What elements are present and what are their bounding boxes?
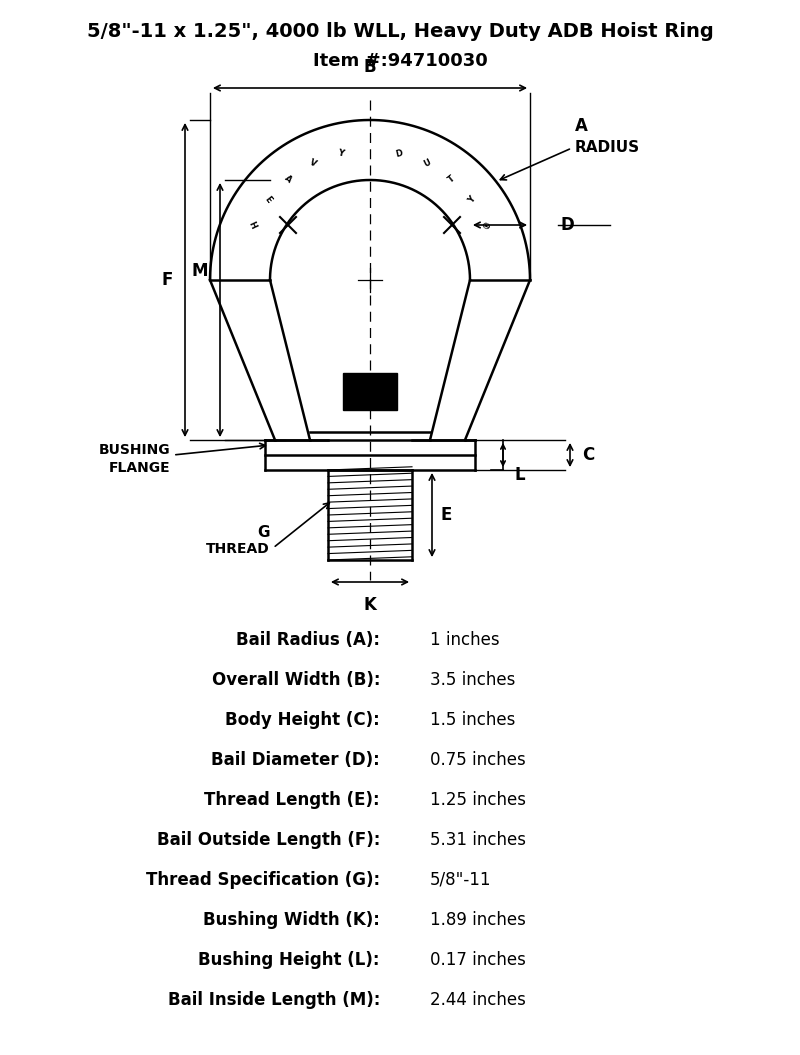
Text: Bushing Width (K):: Bushing Width (K):: [203, 912, 380, 929]
Text: Bail Outside Length (F):: Bail Outside Length (F):: [157, 831, 380, 849]
Text: Bail Radius (A):: Bail Radius (A):: [236, 631, 380, 649]
Text: 1 inches: 1 inches: [430, 631, 500, 649]
Text: Thread Length (E):: Thread Length (E):: [204, 791, 380, 809]
Text: A: A: [575, 117, 588, 135]
Text: D: D: [560, 216, 574, 234]
Text: Item #:94710030: Item #:94710030: [313, 52, 487, 70]
Text: K: K: [363, 596, 377, 614]
Text: FLANGE: FLANGE: [108, 461, 170, 475]
Text: 1.5 inches: 1.5 inches: [430, 711, 515, 729]
Text: Y: Y: [337, 149, 345, 158]
Text: E: E: [262, 195, 273, 205]
Text: RADIUS: RADIUS: [575, 140, 640, 155]
Text: G: G: [258, 525, 270, 540]
Text: Overall Width (B):: Overall Width (B):: [211, 671, 380, 689]
Text: Body Height (C):: Body Height (C):: [226, 711, 380, 729]
Text: H: H: [246, 220, 258, 230]
Text: 1.89 inches: 1.89 inches: [430, 912, 526, 929]
Text: 5/8"-11 x 1.25", 4000 lb WLL, Heavy Duty ADB Hoist Ring: 5/8"-11 x 1.25", 4000 lb WLL, Heavy Duty…: [86, 22, 714, 41]
Text: BUSHING: BUSHING: [98, 443, 170, 457]
Text: D: D: [395, 148, 404, 158]
Text: Bail Inside Length (M):: Bail Inside Length (M):: [168, 991, 380, 1009]
Text: 0.17 inches: 0.17 inches: [430, 951, 526, 968]
Text: F: F: [162, 271, 173, 289]
Text: L: L: [515, 466, 526, 484]
Text: Bail Diameter (D):: Bail Diameter (D):: [211, 751, 380, 769]
Text: T: T: [446, 174, 457, 185]
Text: 1.25 inches: 1.25 inches: [430, 791, 526, 809]
Bar: [343, 373, 397, 410]
Text: Y: Y: [467, 195, 478, 205]
Text: B: B: [364, 58, 376, 76]
Text: U: U: [422, 157, 432, 169]
Text: 5.31 inches: 5.31 inches: [430, 831, 526, 849]
Text: C: C: [582, 446, 594, 464]
Text: THREAD: THREAD: [206, 542, 270, 556]
Text: Thread Specification (G):: Thread Specification (G):: [146, 871, 380, 889]
Text: Bushing Height (L):: Bushing Height (L):: [198, 951, 380, 968]
Text: 5/8"-11: 5/8"-11: [430, 871, 491, 889]
Text: V: V: [308, 157, 318, 169]
Text: A: A: [283, 173, 294, 185]
Text: 3.5 inches: 3.5 inches: [430, 671, 515, 689]
Text: 0.75 inches: 0.75 inches: [430, 751, 526, 769]
Text: ®: ®: [482, 219, 494, 231]
Text: 2.44 inches: 2.44 inches: [430, 991, 526, 1009]
Text: E: E: [440, 506, 451, 524]
Text: M: M: [191, 262, 208, 280]
